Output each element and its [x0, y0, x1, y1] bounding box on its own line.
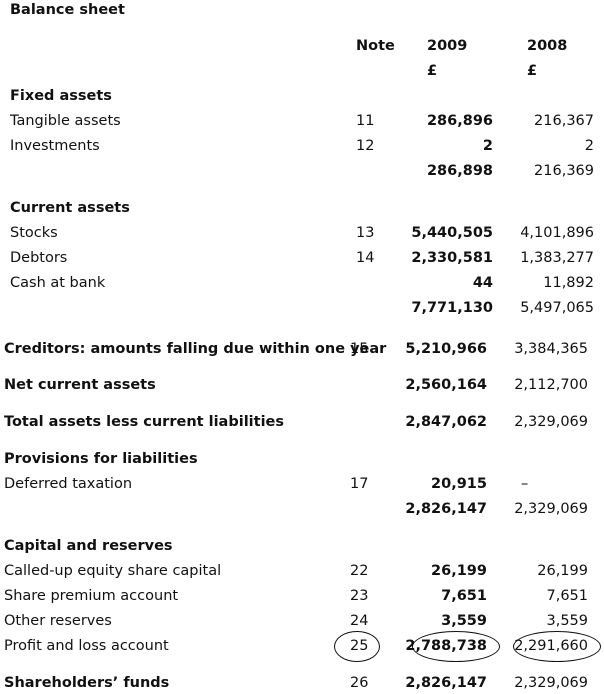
total-assets-2009: 2,847,062	[405, 414, 487, 430]
year-2009-header: 2009	[427, 38, 468, 54]
creditors-value-2009: 5,210,966	[405, 341, 487, 357]
row-value-2008: 4,101,896	[520, 225, 594, 241]
row-label: Debtors	[10, 250, 68, 266]
note-circle-annotation	[334, 631, 380, 662]
row-note: 12	[356, 138, 375, 154]
currency-2008-header: £	[527, 63, 538, 79]
profit-loss-label: Profit and loss account	[4, 638, 169, 654]
current-total-2008: 5,497,065	[520, 300, 594, 316]
row-value-2008: 11,892	[543, 275, 594, 291]
row-value-2008: 7,651	[546, 588, 588, 604]
shareholders-funds-label: Shareholders’ funds	[4, 675, 170, 691]
deferred-taxation-2008: –	[521, 476, 529, 492]
total-assets-2008: 2,329,069	[514, 414, 588, 430]
row-value-2009: 26,199	[431, 563, 487, 579]
currency-2009-header: £	[427, 63, 438, 79]
provisions-heading: Provisions for liabilities	[4, 451, 198, 467]
row-value-2009: 2	[482, 138, 493, 154]
current-total-2009: 7,771,130	[411, 300, 493, 316]
creditors-note: 15	[350, 341, 369, 357]
profit-loss-2009: 2,788,738	[405, 638, 487, 654]
row-value-2009: 3,559	[441, 613, 487, 629]
row-value-2009: 5,440,505	[411, 225, 493, 241]
row-value-2008: 1,383,277	[520, 250, 594, 266]
page-title: Balance sheet	[10, 2, 125, 18]
row-note: 11	[356, 113, 375, 129]
provisions-total-2008: 2,329,069	[514, 501, 588, 517]
row-label: Called-up equity share capital	[4, 563, 222, 579]
row-label: Investments	[10, 138, 100, 154]
creditors-label: Creditors: amounts falling due within on…	[4, 341, 387, 357]
year-2008-header: 2008	[527, 38, 568, 54]
row-value-2009: 44	[472, 275, 493, 291]
net-current-assets-label: Net current assets	[4, 377, 156, 393]
row-value-2009: 7,651	[441, 588, 487, 604]
row-value-2009: 286,896	[426, 113, 493, 129]
row-label: Share premium account	[4, 588, 179, 604]
row-note: 24	[350, 613, 369, 629]
shareholders-funds-note: 26	[350, 675, 369, 691]
row-note: 22	[350, 563, 369, 579]
row-note: 14	[356, 250, 375, 266]
value-2008-circle-annotation	[513, 631, 601, 662]
row-note: 23	[350, 588, 369, 604]
row-note: 13	[356, 225, 375, 241]
deferred-taxation-label: Deferred taxation	[4, 476, 133, 492]
shareholders-funds-2008: 2,329,069	[514, 675, 588, 691]
deferred-taxation-2009: 20,915	[431, 476, 487, 492]
row-label: Cash at bank	[10, 275, 106, 291]
net-current-assets-2009: 2,560,164	[405, 377, 487, 393]
fixed-total-2009: 286,898	[426, 163, 493, 179]
shareholders-funds-2009: 2,826,147	[405, 675, 487, 691]
net-current-assets-2008: 2,112,700	[514, 377, 588, 393]
fixed-total-2008: 216,369	[534, 163, 594, 179]
current-assets-heading: Current assets	[10, 200, 130, 216]
value-2009-circle-annotation	[412, 631, 500, 662]
row-label: Tangible assets	[10, 113, 121, 129]
creditors-value-2008: 3,384,365	[514, 341, 588, 357]
row-label: Stocks	[10, 225, 58, 241]
row-value-2008: 3,559	[546, 613, 588, 629]
row-value-2008: 216,367	[534, 113, 594, 129]
profit-loss-note: 25	[350, 638, 369, 654]
row-value-2009: 2,330,581	[411, 250, 493, 266]
provisions-total-2009: 2,826,147	[405, 501, 487, 517]
row-label: Other reserves	[4, 613, 112, 629]
fixed-assets-heading: Fixed assets	[10, 88, 112, 104]
row-value-2008: 26,199	[537, 563, 588, 579]
note-column-header: Note	[356, 38, 395, 54]
total-assets-label: Total assets less current liabilities	[4, 414, 285, 430]
capital-reserves-heading: Capital and reserves	[4, 538, 173, 554]
profit-loss-2008: 2,291,660	[514, 638, 588, 654]
deferred-taxation-note: 17	[350, 476, 369, 492]
row-value-2008: 2	[584, 138, 594, 154]
